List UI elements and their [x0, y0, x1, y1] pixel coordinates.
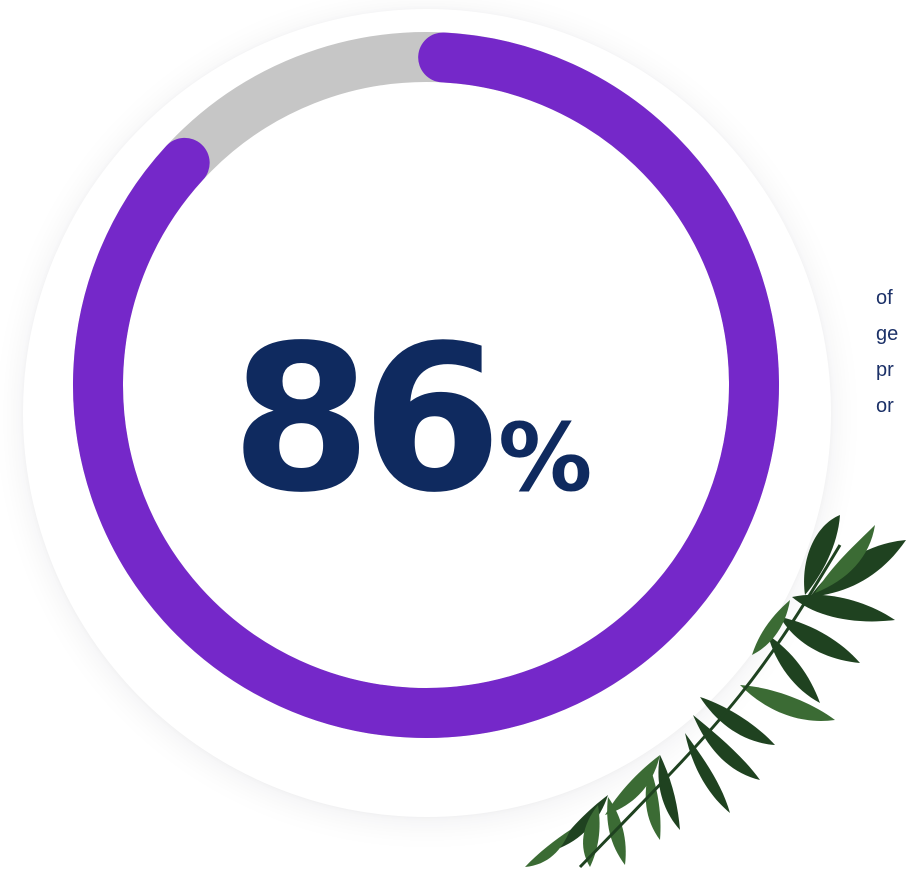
caption-line: of [876, 287, 893, 309]
stat-caption: of ge pr or [876, 280, 898, 424]
stat-value: 86 [231, 301, 502, 537]
palm-leaves-illustration [525, 515, 906, 869]
caption-line: ge [876, 323, 899, 345]
palm-leaf-stem [578, 544, 842, 869]
caption-line: pr [876, 359, 894, 381]
progress-ring-fill [72, 32, 779, 739]
caption-line: or [876, 395, 894, 417]
stat-percentage: 86 % [231, 300, 592, 520]
stat-unit: % [498, 404, 593, 513]
palm-leaves-dark [555, 515, 906, 850]
stat-disc [23, 9, 831, 817]
